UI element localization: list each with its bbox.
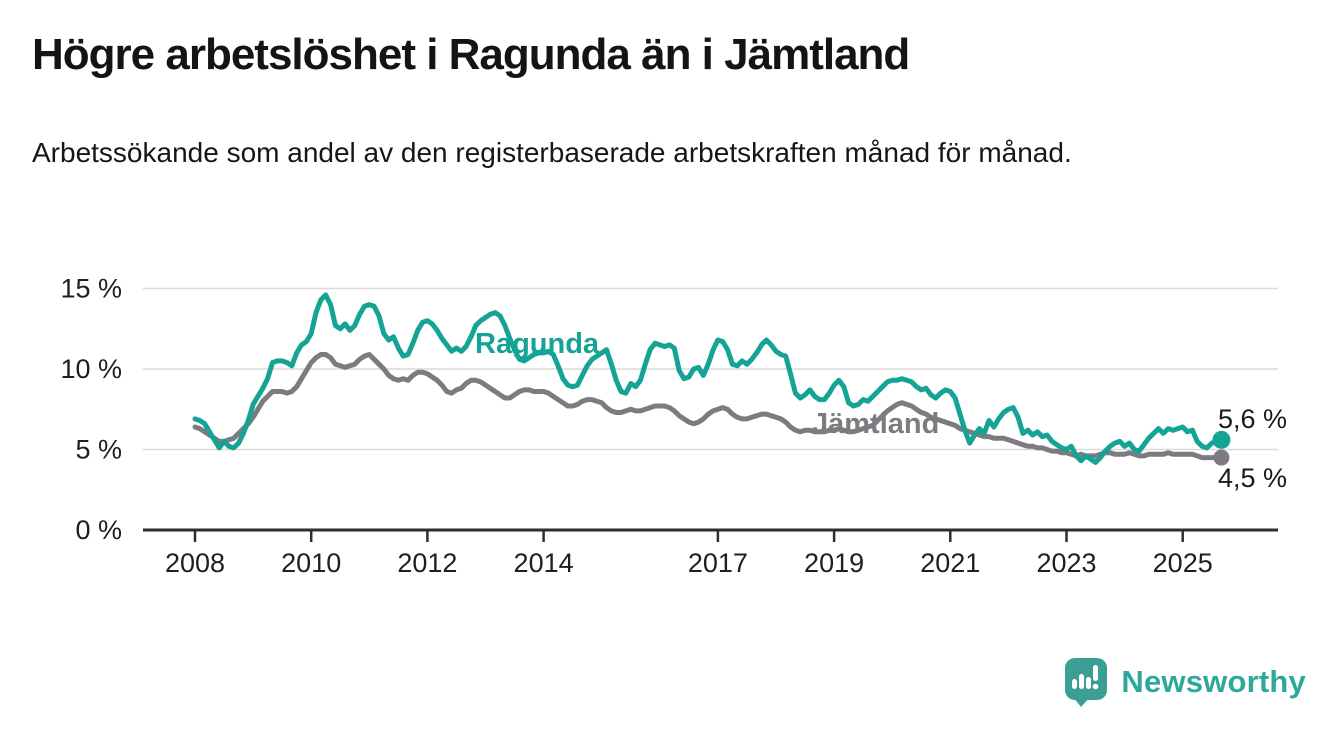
x-axis-tick-label: 2019 <box>804 548 864 578</box>
series-label-ragunda: Ragunda <box>475 328 600 360</box>
newsworthy-logo-icon <box>1065 658 1108 707</box>
x-axis-tick-label: 2010 <box>281 548 341 578</box>
x-axis-tick-label: 2014 <box>514 548 574 578</box>
unemployment-line-chart: 0 % 5 % 10 % 15 % 2008 2010 2012 2014 2017 2019 20… <box>60 274 1287 579</box>
series-line-jämtland <box>192 352 1224 461</box>
series-label-jämtland: Jämtland <box>812 408 939 440</box>
newsworthy-logo: Newsworthy <box>1063 656 1306 708</box>
y-axis-tick-label: 10 % <box>60 354 122 384</box>
newsworthy-wordmark: Newsworthy <box>1121 664 1306 699</box>
x-axis-tick-label: 2017 <box>688 548 748 578</box>
series-end-dot-ragunda <box>1212 430 1231 449</box>
y-axis-tick-label: 15 % <box>60 274 122 304</box>
series-end-dot-jämtland <box>1213 449 1230 466</box>
x-axis-tick-label: 2023 <box>1036 548 1096 578</box>
series-end-value-jämtland: 4,5 % <box>1218 463 1287 493</box>
chart-subtitle: Arbetssökande som andel av den registerb… <box>32 137 1072 168</box>
series-line-ragunda <box>192 292 1224 465</box>
y-axis-tick-label: 0 % <box>75 515 122 545</box>
x-axis-tick-label: 2025 <box>1153 548 1213 578</box>
y-axis-tick-label: 5 % <box>75 435 122 465</box>
series-end-value-ragunda: 5,6 % <box>1218 404 1287 434</box>
x-axis-tick-label: 2012 <box>397 548 457 578</box>
x-axis-tick-label: 2008 <box>165 548 225 578</box>
chart-title: Högre arbetslöshet i Ragunda än i Jämtla… <box>32 30 910 79</box>
x-axis-tick-label: 2021 <box>920 548 980 578</box>
